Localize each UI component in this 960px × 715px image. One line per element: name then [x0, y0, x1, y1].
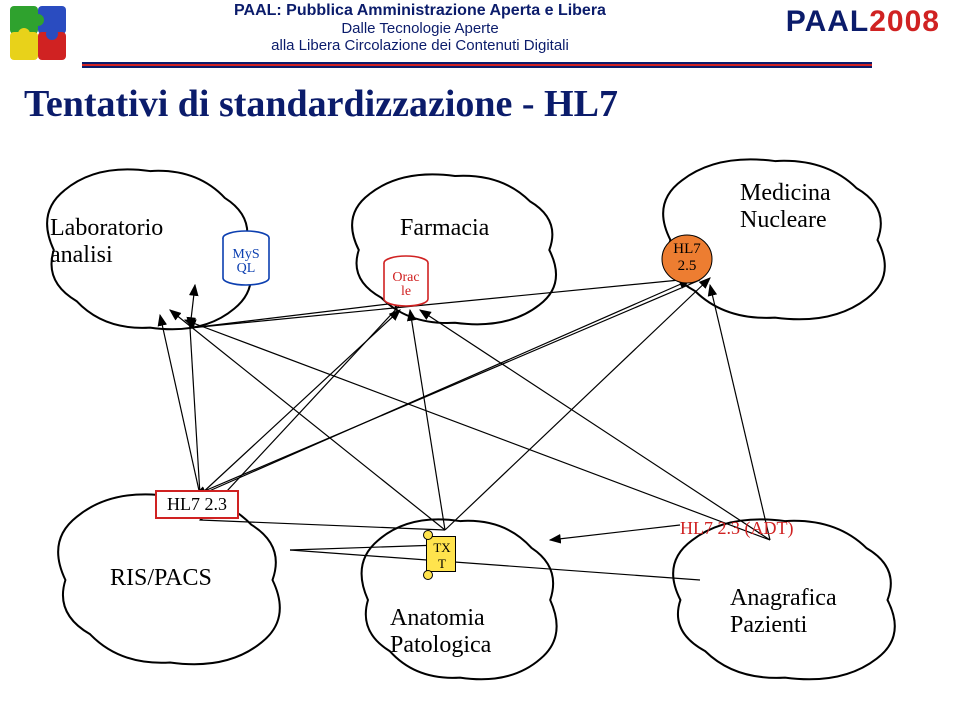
edge-16 [290, 545, 440, 550]
slide-header: PAAL: Pubblica Amministrazione Aperta e … [0, 0, 960, 82]
db-cylinder-oracle: Oracle [383, 255, 429, 307]
edge-1 [190, 302, 405, 328]
header-line-1: PAAL: Pubblica Amministrazione Aperta e … [180, 2, 660, 20]
edge-11 [200, 520, 445, 530]
edge-15 [185, 320, 770, 540]
brand-suffix: 2008 [869, 5, 940, 38]
scroll-txt-label: TXT [423, 540, 461, 572]
badge-hl723: HL7 2.3 [155, 490, 239, 519]
edge-7 [195, 280, 700, 495]
diagram-canvas: LaboratorioanalisiFarmaciaMedicinaNuclea… [0, 150, 960, 710]
header-rule-inner [82, 64, 872, 66]
header-line-3: alla Libera Circolazione dei Contenuti D… [180, 37, 660, 54]
edge-10 [445, 278, 710, 530]
diagram-svg [0, 150, 960, 710]
scroll-txt-icon: TXT [423, 530, 461, 580]
badge-label-hl725: HL72.5 [662, 241, 712, 275]
brand-prefix: PAAL [786, 5, 869, 38]
header-text: PAAL: Pubblica Amministrazione Aperta e … [180, 2, 660, 54]
edge-4 [160, 315, 200, 495]
edge-6 [200, 280, 690, 495]
brand-mark: PAAL2008 [786, 5, 940, 39]
cloud-lab [47, 169, 251, 329]
slide-title: Tentativi di standardizzazione - HL7 [24, 82, 618, 126]
cloud-ris [58, 494, 280, 664]
edge-17 [290, 550, 700, 580]
header-line-2: Dalle Tecnologie Aperte [180, 20, 660, 37]
logo-puzzle [8, 4, 74, 60]
db-cylinder-mysql: MySQL [222, 230, 270, 286]
badge-hl723adt: HL7 2.3 (ADT) [680, 518, 793, 539]
cloud-anag [673, 519, 895, 679]
edge-9 [410, 310, 445, 530]
edge-12 [550, 525, 680, 540]
edge-13 [710, 285, 770, 540]
slide-stage: PAAL: Pubblica Amministrazione Aperta e … [0, 0, 960, 715]
edge-14 [420, 310, 770, 540]
